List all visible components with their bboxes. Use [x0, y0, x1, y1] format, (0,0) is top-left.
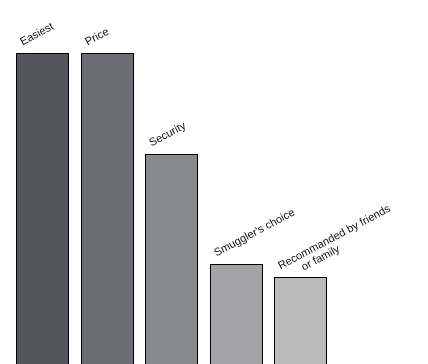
category-label-1: Easiest	[18, 21, 55, 49]
bar-1	[16, 53, 69, 364]
category-label-line: Easiest	[18, 21, 55, 49]
category-label-4: Smuggler's choice	[212, 207, 297, 260]
bar-4	[210, 264, 263, 364]
category-label-line: Security	[147, 120, 188, 149]
category-label-line: Price	[83, 26, 111, 48]
bar-5	[274, 277, 327, 364]
bar-3	[145, 154, 198, 364]
category-label-line: Smuggler's choice	[212, 207, 297, 260]
category-label-2: Price	[83, 26, 111, 48]
category-label-3: Security	[147, 120, 188, 149]
bars-layer	[16, 53, 327, 364]
bar-2	[81, 53, 134, 364]
